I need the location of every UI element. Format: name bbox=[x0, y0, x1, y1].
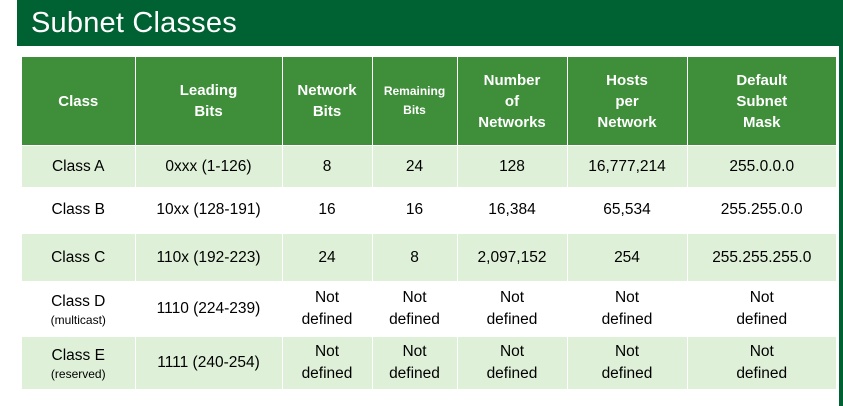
cell-network-bits: Not defined bbox=[282, 337, 373, 389]
cell-network-bits: Not defined bbox=[282, 281, 373, 337]
header-remaining-bits: Remaining Bits bbox=[372, 57, 458, 146]
cell-hosts: Not defined bbox=[567, 281, 688, 337]
cell-class: Class B bbox=[22, 187, 136, 234]
cell-hosts: 16,777,214 bbox=[567, 145, 688, 187]
table-header-row: Class Leading Bits Network Bits Remainin… bbox=[22, 57, 836, 146]
cell-class: Class E (reserved) bbox=[22, 337, 136, 389]
table-row-class-a: Class A 0xxx (1-126) 8 24 128 16,777,214… bbox=[22, 145, 836, 187]
cell-hosts: 65,534 bbox=[567, 187, 688, 234]
class-note: (multicast) bbox=[50, 312, 106, 327]
cell-remaining-bits: Not defined bbox=[372, 281, 458, 337]
cell-remaining-bits: 24 bbox=[372, 145, 458, 187]
cell-leading-bits: 0xxx (1-126) bbox=[135, 145, 283, 187]
header-number-of-networks: Number of Networks bbox=[457, 57, 568, 146]
header-leading-bits: Leading Bits bbox=[135, 57, 283, 146]
cell-hosts: 254 bbox=[567, 233, 688, 281]
class-note: (reserved) bbox=[50, 366, 106, 381]
cell-leading-bits: 1110 (224-239) bbox=[135, 281, 283, 337]
cell-networks: 2,097,152 bbox=[457, 233, 568, 281]
cell-network-bits: 24 bbox=[282, 233, 373, 281]
cell-networks: 16,384 bbox=[457, 187, 568, 234]
cell-mask: Not defined bbox=[687, 281, 836, 337]
header-network-bits: Network Bits bbox=[282, 57, 373, 146]
table-row-class-e: Class E (reserved) 1111 (240-254) Not def… bbox=[22, 337, 836, 389]
cell-leading-bits: 1111 (240-254) bbox=[135, 337, 283, 389]
table-row-class-d: Class D (multicast) 1110 (224-239) Not de… bbox=[22, 281, 836, 337]
cell-hosts: Not defined bbox=[567, 337, 688, 389]
cell-networks: Not defined bbox=[457, 337, 568, 389]
cell-leading-bits: 110x (192-223) bbox=[135, 233, 283, 281]
cell-mask: 255.0.0.0 bbox=[687, 145, 836, 187]
page-title: Subnet Classes bbox=[31, 7, 237, 39]
cell-networks: Not defined bbox=[457, 281, 568, 337]
cell-remaining-bits: 8 bbox=[372, 233, 458, 281]
table-row-class-b: Class B 10xx (128-191) 16 16 16,384 65,5… bbox=[22, 187, 836, 234]
cell-network-bits: 8 bbox=[282, 145, 373, 187]
cell-mask: 255.255.0.0 bbox=[687, 187, 836, 234]
cell-mask: Not defined bbox=[687, 337, 836, 389]
cell-class: Class C bbox=[22, 233, 136, 281]
cell-class: Class A bbox=[22, 145, 136, 187]
slide-edge-accent bbox=[839, 46, 843, 406]
cell-leading-bits: 10xx (128-191) bbox=[135, 187, 283, 234]
subnet-classes-table: Class Leading Bits Network Bits Remainin… bbox=[22, 57, 836, 389]
cell-remaining-bits: Not defined bbox=[372, 337, 458, 389]
header-class: Class bbox=[22, 57, 136, 146]
title-bar: Subnet Classes bbox=[17, 0, 843, 46]
header-default-subnet-mask: Default Subnet Mask bbox=[687, 57, 836, 146]
cell-mask: 255.255.255.0 bbox=[687, 233, 836, 281]
table-row-class-c: Class C 110x (192-223) 24 8 2,097,152 25… bbox=[22, 233, 836, 281]
cell-networks: 128 bbox=[457, 145, 568, 187]
cell-network-bits: 16 bbox=[282, 187, 373, 234]
header-hosts-per-network: Hosts per Network bbox=[567, 57, 688, 146]
cell-class: Class D (multicast) bbox=[22, 281, 136, 337]
cell-remaining-bits: 16 bbox=[372, 187, 458, 234]
